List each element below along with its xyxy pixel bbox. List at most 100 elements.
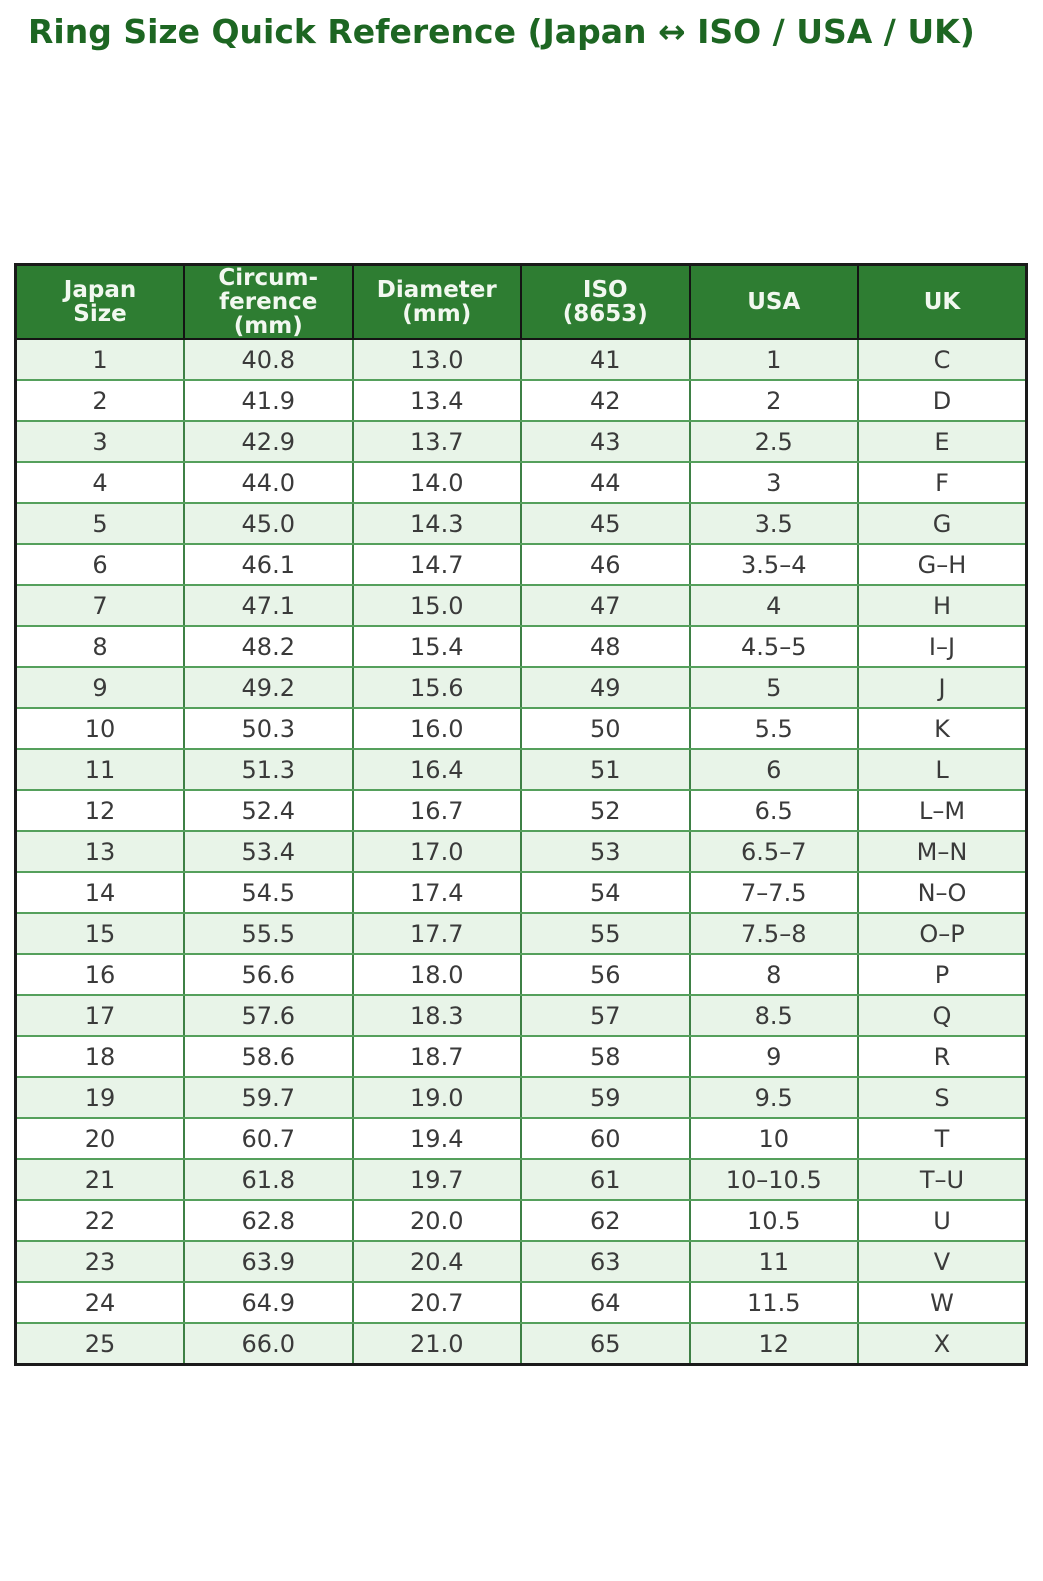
table-cell: 41.9	[183, 379, 354, 422]
table-cell: X	[857, 1322, 1028, 1366]
col-header-japan-size: Japan Size	[14, 264, 185, 340]
table-cell: 7–7.5	[688, 871, 859, 914]
table-cell: 18	[14, 1035, 185, 1078]
table-cell: 9.5	[688, 1076, 859, 1119]
table-cell: 10	[688, 1117, 859, 1160]
table-cell: 55.5	[183, 912, 354, 955]
table-cell: 19	[14, 1076, 185, 1119]
table-cell: O–P	[857, 912, 1028, 955]
table-cell: 14.0	[351, 461, 522, 504]
table-cell: 46	[520, 543, 691, 586]
table-row: 8 48.2 15.4 48 4.5–5 I–J	[14, 625, 1028, 668]
table-cell: 49	[520, 666, 691, 709]
table-cell: 18.7	[351, 1035, 522, 1078]
table-cell: 19.0	[351, 1076, 522, 1119]
table-cell: 22	[14, 1199, 185, 1242]
table-cell: D	[857, 379, 1028, 422]
table-cell: 10–10.5	[688, 1158, 859, 1201]
table-cell: 58	[520, 1035, 691, 1078]
table-cell: 4	[688, 584, 859, 627]
table-cell: 2	[14, 379, 185, 422]
table-cell: 7.5–8	[688, 912, 859, 955]
table-cell: 46.1	[183, 543, 354, 586]
table-cell: P	[857, 953, 1028, 996]
col-header-usa: USA	[688, 264, 859, 340]
table-cell: 25	[14, 1322, 185, 1366]
table-cell: 43	[520, 420, 691, 463]
table-row: 20 60.7 19.4 60 10 T	[14, 1117, 1028, 1160]
table-cell: 20	[14, 1117, 185, 1160]
table-row: 22 62.8 20.0 62 10.5 U	[14, 1199, 1028, 1242]
page-title: Ring Size Quick Reference (Japan ↔ ISO /…	[28, 12, 975, 51]
table-cell: 18.0	[351, 953, 522, 996]
table-cell: M–N	[857, 830, 1028, 873]
table-cell: 15	[14, 912, 185, 955]
table-cell: 58.6	[183, 1035, 354, 1078]
table-cell: 18.3	[351, 994, 522, 1037]
table-cell: 62	[520, 1199, 691, 1242]
table-cell: 10	[14, 707, 185, 750]
table-cell: 8.5	[688, 994, 859, 1037]
table-cell: 5	[688, 666, 859, 709]
table-cell: 12	[14, 789, 185, 832]
table-cell: 49.2	[183, 666, 354, 709]
table-cell: G	[857, 502, 1028, 545]
table-row: 11 51.3 16.4 51 6 L	[14, 748, 1028, 791]
table-cell: 47.1	[183, 584, 354, 627]
table-cell: T	[857, 1117, 1028, 1160]
table-cell: 59	[520, 1076, 691, 1119]
table-cell: 45.0	[183, 502, 354, 545]
table-cell: 12	[688, 1322, 859, 1366]
table-row: 2 41.9 13.4 42 2 D	[14, 379, 1028, 422]
table-cell: 20.0	[351, 1199, 522, 1242]
table-row: 23 63.9 20.4 63 11 V	[14, 1240, 1028, 1283]
table-cell: 54.5	[183, 871, 354, 914]
table-row: 10 50.3 16.0 50 5.5 K	[14, 707, 1028, 750]
table-cell: V	[857, 1240, 1028, 1283]
table-row: 3 42.9 13.7 43 2.5 E	[14, 420, 1028, 463]
table-cell: Q	[857, 994, 1028, 1037]
table-cell: 52	[520, 789, 691, 832]
table-cell: 42	[520, 379, 691, 422]
table-cell: 3	[688, 461, 859, 504]
table-cell: 21.0	[351, 1322, 522, 1366]
table-cell: 50	[520, 707, 691, 750]
ring-size-conversion-table: Japan Size Circum- ference (mm) Diameter…	[14, 263, 1028, 1366]
table-row: 25 66.0 21.0 65 12 X	[14, 1322, 1028, 1366]
table-cell: 57	[520, 994, 691, 1037]
table-cell: 13.0	[351, 338, 522, 381]
table-cell: 21	[14, 1158, 185, 1201]
table-row: 16 56.6 18.0 56 8 P	[14, 953, 1028, 996]
table-cell: 23	[14, 1240, 185, 1283]
table-cell: 8	[688, 953, 859, 996]
table-cell: 1	[14, 338, 185, 381]
table-row: 1 40.8 13.0 41 1 C	[14, 338, 1028, 381]
table-cell: 3.5	[688, 502, 859, 545]
table-cell: 14.7	[351, 543, 522, 586]
table-cell: 64	[520, 1281, 691, 1324]
table-cell: 48.2	[183, 625, 354, 668]
table-cell: 6	[688, 748, 859, 791]
table-cell: 17.0	[351, 830, 522, 873]
table-cell: 11	[688, 1240, 859, 1283]
table-cell: 42.9	[183, 420, 354, 463]
table-cell: 13.7	[351, 420, 522, 463]
table-cell: 10.5	[688, 1199, 859, 1242]
table-cell: I–J	[857, 625, 1028, 668]
table-row: 12 52.4 16.7 52 6.5 L–M	[14, 789, 1028, 832]
table-cell: 50.3	[183, 707, 354, 750]
table-cell: S	[857, 1076, 1028, 1119]
table-cell: 40.8	[183, 338, 354, 381]
table-cell: 55	[520, 912, 691, 955]
table-row: 18 58.6 18.7 58 9 R	[14, 1035, 1028, 1078]
table-cell: 45	[520, 502, 691, 545]
table-cell: N–O	[857, 871, 1028, 914]
table-cell: 57.6	[183, 994, 354, 1037]
table-row: 14 54.5 17.4 54 7–7.5 N–O	[14, 871, 1028, 914]
table-cell: C	[857, 338, 1028, 381]
table-cell: 65	[520, 1322, 691, 1366]
table-cell: 61	[520, 1158, 691, 1201]
table-cell: 15.4	[351, 625, 522, 668]
table-cell: 24	[14, 1281, 185, 1324]
table-row: 19 59.7 19.0 59 9.5 S	[14, 1076, 1028, 1119]
